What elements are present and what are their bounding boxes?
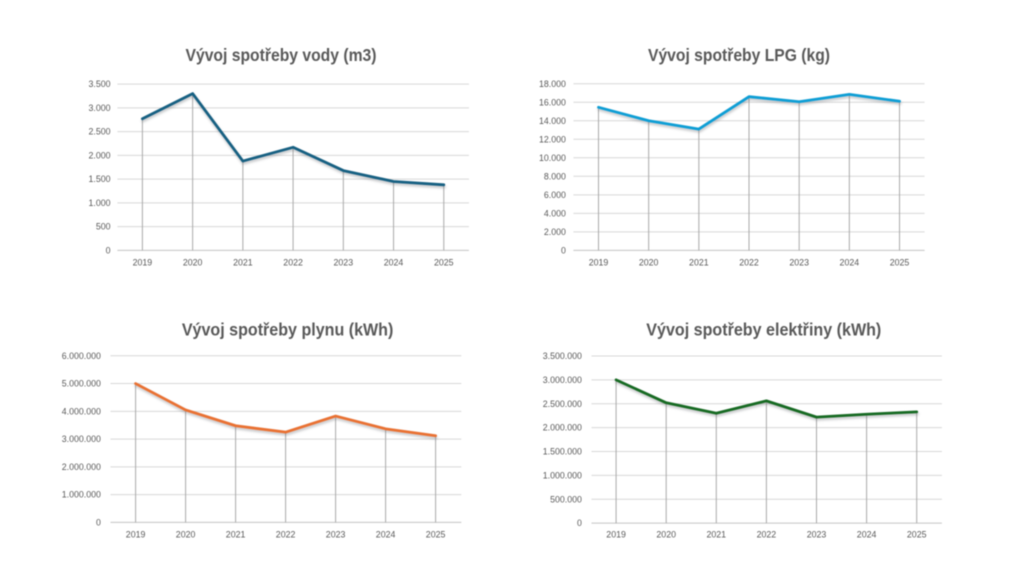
svg-text:2020: 2020 bbox=[176, 530, 196, 540]
svg-text:Vývoj spotřeby vody (m3): Vývoj spotřeby vody (m3) bbox=[186, 45, 377, 65]
svg-text:Vývoj spotřeby elektřiny (kWh): Vývoj spotřeby elektřiny (kWh) bbox=[646, 319, 881, 339]
svg-text:1.000.000: 1.000.000 bbox=[62, 490, 101, 500]
svg-text:2022: 2022 bbox=[757, 530, 777, 540]
svg-text:6.000.000: 6.000.000 bbox=[62, 351, 101, 361]
svg-text:2.000.000: 2.000.000 bbox=[62, 462, 101, 472]
svg-text:2021: 2021 bbox=[689, 257, 709, 267]
svg-text:4.000.000: 4.000.000 bbox=[62, 406, 101, 416]
svg-text:6.000: 6.000 bbox=[544, 190, 566, 200]
svg-text:2.500: 2.500 bbox=[88, 127, 110, 137]
svg-text:2024: 2024 bbox=[840, 257, 860, 267]
svg-text:2019: 2019 bbox=[133, 257, 153, 267]
svg-text:8.000: 8.000 bbox=[544, 171, 566, 181]
svg-text:2023: 2023 bbox=[807, 530, 827, 540]
svg-text:18.000: 18.000 bbox=[539, 79, 566, 89]
svg-text:1.000.000: 1.000.000 bbox=[543, 470, 582, 480]
svg-text:10.000: 10.000 bbox=[539, 153, 566, 163]
svg-text:14.000: 14.000 bbox=[539, 116, 566, 126]
svg-text:0: 0 bbox=[96, 518, 101, 528]
svg-text:2023: 2023 bbox=[326, 530, 346, 540]
svg-text:4.000: 4.000 bbox=[544, 208, 566, 218]
svg-text:2025: 2025 bbox=[434, 257, 454, 267]
svg-text:0: 0 bbox=[561, 246, 566, 256]
svg-text:1.500.000: 1.500.000 bbox=[543, 447, 582, 457]
svg-text:2020: 2020 bbox=[656, 530, 676, 540]
svg-text:3.000: 3.000 bbox=[88, 103, 110, 113]
svg-text:5.000.000: 5.000.000 bbox=[62, 379, 101, 389]
svg-text:2021: 2021 bbox=[707, 530, 727, 540]
svg-text:2022: 2022 bbox=[283, 257, 303, 267]
svg-text:2022: 2022 bbox=[739, 257, 759, 267]
svg-text:2025: 2025 bbox=[890, 257, 910, 267]
svg-text:2.500.000: 2.500.000 bbox=[543, 399, 582, 409]
svg-text:2021: 2021 bbox=[233, 257, 253, 267]
svg-text:2025: 2025 bbox=[426, 530, 446, 540]
svg-text:2019: 2019 bbox=[126, 530, 146, 540]
svg-text:2024: 2024 bbox=[376, 530, 396, 540]
svg-text:2025: 2025 bbox=[907, 530, 927, 540]
svg-text:2021: 2021 bbox=[226, 530, 246, 540]
svg-text:2024: 2024 bbox=[857, 530, 877, 540]
svg-text:0: 0 bbox=[577, 518, 582, 528]
svg-text:2020: 2020 bbox=[183, 257, 203, 267]
svg-text:3.000.000: 3.000.000 bbox=[62, 434, 101, 444]
svg-text:2020: 2020 bbox=[639, 257, 659, 267]
svg-text:500: 500 bbox=[96, 222, 111, 232]
svg-text:3.000.000: 3.000.000 bbox=[543, 375, 582, 385]
svg-text:2023: 2023 bbox=[789, 257, 809, 267]
svg-text:3.500: 3.500 bbox=[88, 79, 110, 89]
svg-text:2019: 2019 bbox=[589, 257, 609, 267]
svg-text:2.000: 2.000 bbox=[544, 227, 566, 237]
svg-text:2022: 2022 bbox=[276, 530, 296, 540]
svg-text:1.000: 1.000 bbox=[88, 198, 110, 208]
svg-text:Vývoj spotřeby LPG (kg): Vývoj spotřeby LPG (kg) bbox=[648, 45, 830, 65]
svg-text:Vývoj spotřeby plynu (kWh): Vývoj spotřeby plynu (kWh) bbox=[182, 319, 394, 339]
svg-text:2019: 2019 bbox=[606, 530, 626, 540]
svg-text:0: 0 bbox=[106, 246, 111, 256]
svg-text:500.000: 500.000 bbox=[550, 494, 582, 504]
svg-text:2.000.000: 2.000.000 bbox=[543, 423, 582, 433]
svg-text:1.500: 1.500 bbox=[88, 174, 110, 184]
svg-text:2023: 2023 bbox=[334, 257, 354, 267]
svg-text:2.000: 2.000 bbox=[88, 150, 110, 160]
svg-text:3.500.000: 3.500.000 bbox=[543, 351, 582, 361]
svg-text:16.000: 16.000 bbox=[539, 97, 566, 107]
svg-text:12.000: 12.000 bbox=[539, 134, 566, 144]
svg-text:2024: 2024 bbox=[384, 257, 404, 267]
